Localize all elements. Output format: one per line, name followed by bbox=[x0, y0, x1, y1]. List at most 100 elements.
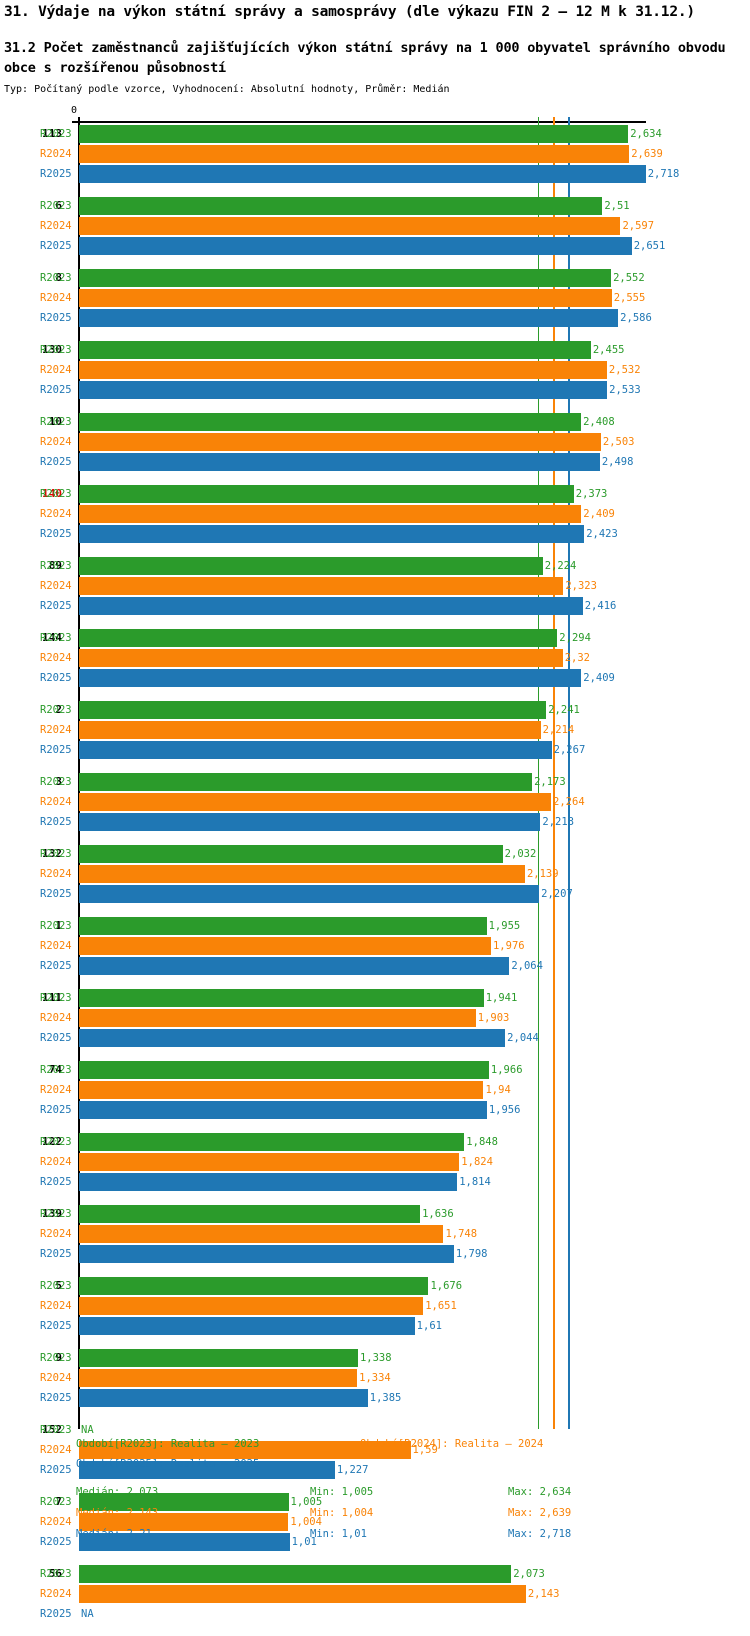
group-label-8[interactable]: 8 bbox=[55, 271, 62, 284]
bar-r2025-139[interactable] bbox=[79, 1245, 454, 1263]
group-label-111[interactable]: 111 bbox=[42, 991, 62, 1004]
bar-r2024-132[interactable] bbox=[79, 865, 525, 883]
bar-r2025-8[interactable] bbox=[79, 309, 619, 327]
bar-r2025-140[interactable] bbox=[79, 525, 585, 543]
bar-r2024-1[interactable] bbox=[79, 937, 491, 955]
bar-value-label: 1,01 bbox=[291, 1536, 317, 1548]
group-label-1[interactable]: 1 bbox=[55, 919, 62, 932]
bar-r2025-122[interactable] bbox=[79, 1173, 458, 1191]
series-label-r2025: R2025 bbox=[40, 456, 72, 468]
bar-r2023-74[interactable] bbox=[79, 1061, 489, 1079]
bar-r2023-6[interactable] bbox=[79, 197, 603, 215]
series-label-r2024: R2024 bbox=[40, 940, 72, 952]
bar-r2024-5[interactable] bbox=[79, 1297, 424, 1315]
bar-r2025-74[interactable] bbox=[79, 1101, 487, 1119]
bar-r2023-144[interactable] bbox=[79, 629, 558, 647]
bar-r2025-10[interactable] bbox=[79, 453, 600, 471]
group-label-139[interactable]: 139 bbox=[42, 1207, 62, 1220]
group-label-56[interactable]: 56 bbox=[48, 1567, 62, 1580]
bar-r2025-9[interactable] bbox=[79, 1389, 368, 1407]
bar-r2023-89[interactable] bbox=[79, 557, 543, 575]
bar-r2025-89[interactable] bbox=[79, 597, 583, 615]
bar-row: R2025 2,423 bbox=[0, 524, 750, 544]
bar-r2023-8[interactable] bbox=[79, 269, 612, 287]
group-label-6[interactable]: 6 bbox=[55, 199, 62, 212]
bar-r2023-2[interactable] bbox=[79, 701, 547, 719]
bar-r2024-2[interactable] bbox=[79, 721, 541, 739]
bar-r2025-7[interactable] bbox=[79, 1533, 290, 1551]
bar-r2024-111[interactable] bbox=[79, 1009, 476, 1027]
group-label-3[interactable]: 3 bbox=[55, 775, 62, 788]
bar-r2025-144[interactable] bbox=[79, 669, 582, 687]
bar-r2024-6[interactable] bbox=[79, 217, 621, 235]
group-label-9[interactable]: 9 bbox=[55, 1351, 62, 1364]
series-label-r2023: R2023 bbox=[40, 1208, 72, 1220]
bar-r2023-7[interactable] bbox=[79, 1493, 289, 1511]
bar-r2024-130[interactable] bbox=[79, 361, 607, 379]
bar-group: 89 R2023 2,224 R2024 2,323 R2025 2,416 bbox=[0, 556, 750, 616]
group-label-2[interactable]: 2 bbox=[55, 703, 62, 716]
bar-r2024-122[interactable] bbox=[79, 1153, 460, 1171]
stat-median-2: Medián: 2,21 bbox=[76, 1528, 152, 1540]
bar-r2025-130[interactable] bbox=[79, 381, 608, 399]
bar-r2023-1[interactable] bbox=[79, 917, 487, 935]
bar-r2023-113[interactable] bbox=[79, 125, 629, 143]
bar-r2023-140[interactable] bbox=[79, 485, 574, 503]
group-label-5[interactable]: 5 bbox=[55, 1279, 62, 1292]
bar-r2023-122[interactable] bbox=[79, 1133, 465, 1151]
group-label-122[interactable]: 122 bbox=[42, 1135, 62, 1148]
bar-row: R2025 2,533 bbox=[0, 380, 750, 400]
bar-r2024-144[interactable] bbox=[79, 649, 563, 667]
bar-r2024-7[interactable] bbox=[79, 1513, 289, 1531]
bar-group: 144 R2023 2,294 R2024 2,32 R2025 2,409 bbox=[0, 628, 750, 688]
bar-row: R2024 1,334 bbox=[0, 1368, 750, 1388]
group-label-152[interactable]: 152 bbox=[42, 1423, 62, 1436]
bar-group: 132 R2023 2,032 R2024 2,139 R2025 2,207 bbox=[0, 844, 750, 904]
bar-r2024-139[interactable] bbox=[79, 1225, 444, 1243]
group-label-140[interactable]: 140 bbox=[42, 487, 62, 500]
bar-row: R2024 2,409 bbox=[0, 504, 750, 524]
bar-value-label: 1,798 bbox=[455, 1248, 488, 1260]
bar-r2024-152[interactable] bbox=[79, 1441, 411, 1459]
bar-row: R2025 1,385 bbox=[0, 1388, 750, 1408]
bar-value-label: 2,416 bbox=[584, 600, 617, 612]
bar-r2023-111[interactable] bbox=[79, 989, 484, 1007]
bar-r2023-3[interactable] bbox=[79, 773, 533, 791]
group-label-89[interactable]: 89 bbox=[48, 559, 62, 572]
bar-r2025-6[interactable] bbox=[79, 237, 632, 255]
group-label-132[interactable]: 132 bbox=[42, 847, 62, 860]
bar-r2023-132[interactable] bbox=[79, 845, 503, 863]
bar-r2024-9[interactable] bbox=[79, 1369, 358, 1387]
group-label-7[interactable]: 7 bbox=[55, 1495, 62, 1508]
bar-r2023-5[interactable] bbox=[79, 1277, 429, 1295]
bar-r2025-113[interactable] bbox=[79, 165, 646, 183]
bar-r2023-56[interactable] bbox=[79, 1565, 512, 1583]
stat-min-0: Min: 1,005 bbox=[310, 1486, 374, 1498]
bar-r2025-5[interactable] bbox=[79, 1317, 415, 1335]
bar-r2025-2[interactable] bbox=[79, 741, 552, 759]
bar-r2024-89[interactable] bbox=[79, 577, 564, 595]
bar-r2025-3[interactable] bbox=[79, 813, 541, 831]
group-label-144[interactable]: 144 bbox=[42, 631, 62, 644]
bar-r2024-74[interactable] bbox=[79, 1081, 484, 1099]
group-label-74[interactable]: 74 bbox=[48, 1063, 62, 1076]
bar-r2024-10[interactable] bbox=[79, 433, 601, 451]
bar-r2024-113[interactable] bbox=[79, 145, 630, 163]
group-label-130[interactable]: 130 bbox=[42, 343, 62, 356]
group-label-10[interactable]: 10 bbox=[48, 415, 62, 428]
bar-r2023-130[interactable] bbox=[79, 341, 591, 359]
bar-r2025-132[interactable] bbox=[79, 885, 540, 903]
bar-r2025-152[interactable] bbox=[79, 1461, 335, 1479]
bar-r2024-140[interactable] bbox=[79, 505, 582, 523]
bar-chart-plot: 0 113 R2023 2,634 R2024 2,639 R2025 2,718 6 R202… bbox=[0, 104, 750, 1621]
bar-r2024-3[interactable] bbox=[79, 793, 552, 811]
bar-r2023-10[interactable] bbox=[79, 413, 582, 431]
group-label-113[interactable]: 113 bbox=[42, 127, 62, 140]
bar-r2024-8[interactable] bbox=[79, 289, 612, 307]
bar-value-label: 2,213 bbox=[542, 816, 575, 828]
bar-r2023-9[interactable] bbox=[79, 1349, 358, 1367]
bar-r2023-139[interactable] bbox=[79, 1205, 421, 1223]
bar-r2025-1[interactable] bbox=[79, 957, 510, 975]
bar-r2024-56[interactable] bbox=[79, 1585, 526, 1603]
bar-r2025-111[interactable] bbox=[79, 1029, 506, 1047]
